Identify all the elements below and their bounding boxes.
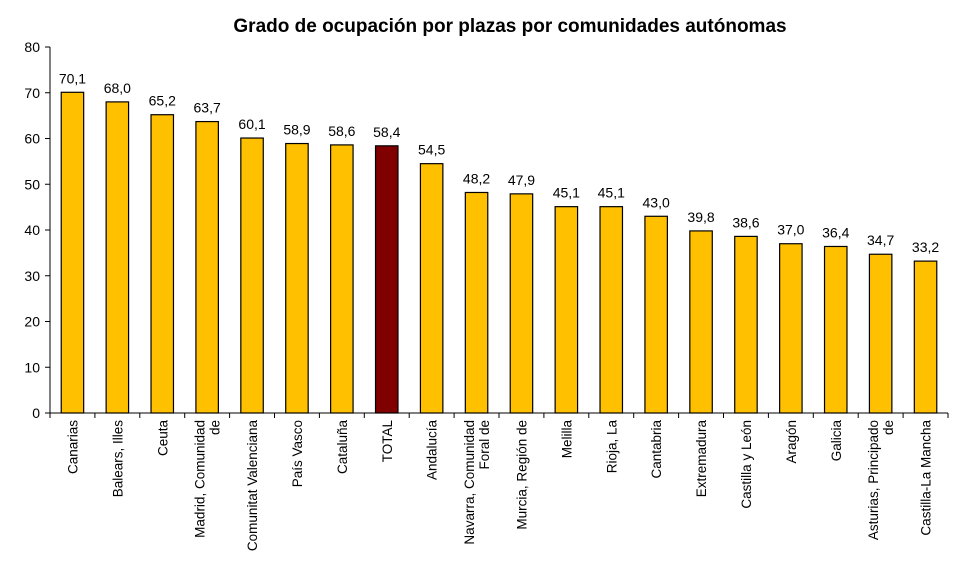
- x-tick-label: País Vasco: [290, 420, 305, 487]
- y-tick-label: 10: [24, 359, 40, 375]
- x-tick-label: Balears, Illes: [110, 420, 125, 498]
- y-tick-label: 0: [32, 405, 40, 421]
- bar: [195, 120, 219, 414]
- y-tick-label: 40: [24, 222, 40, 238]
- data-label: 45,1: [598, 185, 625, 201]
- x-tick-label: Rioja, La: [604, 420, 619, 474]
- x-tick-label: Madrid, Comunidad: [193, 420, 208, 538]
- bar: [285, 142, 309, 414]
- data-label: 47,9: [508, 172, 535, 188]
- bar: [330, 144, 354, 414]
- x-tick-label: Extremadura: [694, 420, 709, 498]
- chart-title: Grado de ocupación por plazas por comuni…: [233, 16, 787, 37]
- x-tick-label: Asturias, Principado: [866, 420, 881, 540]
- bar: [105, 101, 130, 414]
- data-label: 36,4: [822, 224, 849, 240]
- x-tick-label: Melilla: [559, 420, 574, 459]
- x-tick-label: Andalucía: [425, 420, 440, 481]
- data-label: 68,0: [104, 80, 131, 96]
- y-tick-label: 30: [24, 268, 40, 284]
- y-tick-label: 20: [24, 314, 40, 330]
- bar: [599, 206, 624, 414]
- bar: [779, 243, 803, 414]
- data-label: 37,0: [777, 222, 804, 238]
- data-label: 34,7: [867, 232, 894, 248]
- data-label: 33,2: [912, 239, 939, 255]
- data-label: 48,2: [463, 170, 490, 186]
- x-tick-label: de: [208, 420, 223, 435]
- data-label: 63,7: [194, 100, 221, 116]
- bar: [419, 163, 444, 414]
- bar: [913, 260, 938, 414]
- x-tick-label: TOTAL: [380, 420, 395, 463]
- data-label: 70,1: [59, 70, 86, 86]
- bar: [689, 230, 713, 414]
- bar: [464, 191, 489, 414]
- data-label: 38,6: [732, 214, 759, 230]
- bar: [60, 91, 85, 414]
- bar: [644, 215, 668, 414]
- x-tick-label: Castilla-La Mancha: [919, 420, 934, 536]
- x-tick-label: Murcia, Región de: [514, 420, 529, 530]
- data-label: 60,1: [238, 116, 265, 132]
- y-tick-label: 60: [24, 131, 40, 147]
- data-label: 58,6: [328, 123, 355, 139]
- data-label: 58,4: [373, 124, 400, 140]
- bar: [734, 235, 758, 414]
- x-tick-label: Cataluña: [335, 420, 350, 475]
- x-tick-label: Canarias: [65, 420, 80, 474]
- x-tick-label: Castilla y León: [739, 420, 754, 509]
- x-tick-label: Comunitat Valenciana: [245, 420, 260, 552]
- bar: [509, 193, 534, 414]
- bar: [150, 114, 175, 414]
- x-tick-label: Aragón: [784, 420, 799, 464]
- data-label: 65,2: [149, 93, 176, 109]
- x-tick-label: Cantabria: [649, 420, 664, 479]
- y-tick-label: 80: [24, 39, 40, 55]
- data-label: 39,8: [687, 209, 714, 225]
- bar: [374, 145, 399, 414]
- y-tick-label: 50: [24, 176, 40, 192]
- x-tick-label: Ceuta: [155, 420, 170, 457]
- data-label: 45,1: [553, 185, 580, 201]
- data-label: 54,5: [418, 142, 445, 158]
- data-label: 43,0: [643, 194, 670, 210]
- x-tick-label: Foral de: [477, 420, 492, 470]
- y-tick-label: 70: [24, 85, 40, 101]
- bar: [554, 206, 579, 414]
- data-label: 58,9: [283, 122, 310, 138]
- x-tick-label: de: [881, 420, 896, 435]
- bar: [823, 245, 848, 414]
- x-tick-label: Galicia: [829, 420, 844, 462]
- x-tick-label: Navarra, Comunidad: [462, 420, 477, 545]
- bar: [868, 253, 893, 414]
- bar: [240, 137, 264, 414]
